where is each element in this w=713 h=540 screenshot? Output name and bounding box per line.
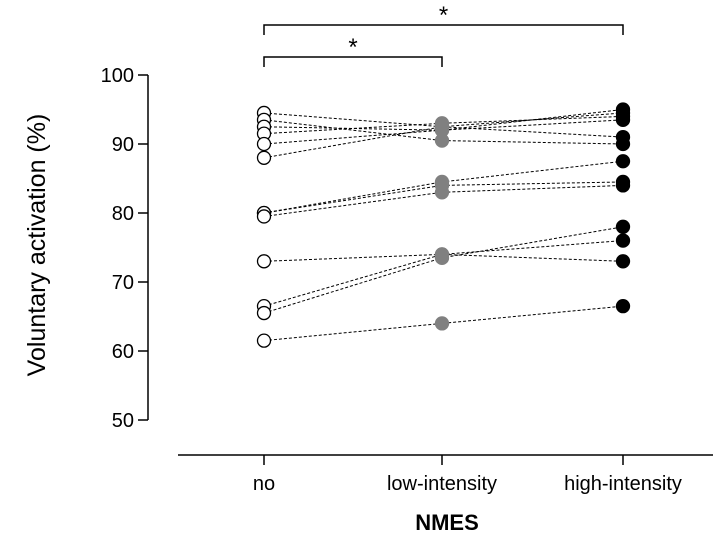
subject-line: [263, 226, 624, 314]
subject-line: [263, 184, 624, 217]
y-axis: 50 60 70 80 90 100: [101, 65, 149, 432]
y-tick-label: 100: [101, 65, 134, 87]
data-point: [256, 305, 272, 321]
data-point: [615, 154, 631, 169]
subject-line: [263, 305, 624, 342]
data-point: [615, 219, 631, 234]
data-point: [615, 254, 631, 269]
data-point: [256, 150, 272, 165]
x-tick-label: low-intensity: [387, 473, 497, 495]
data-point: [434, 316, 450, 331]
data-point: [256, 136, 272, 152]
x-axis-title: NMES: [415, 510, 479, 535]
data-point: [615, 178, 631, 193]
significance-bracket: [263, 56, 443, 67]
data-point: [615, 233, 631, 248]
y-tick-label: 50: [112, 410, 134, 432]
significance-bracket: [263, 24, 624, 35]
significance-star: *: [439, 2, 448, 29]
data-point: [256, 254, 272, 269]
significance-star: *: [348, 34, 357, 61]
data-point: [256, 209, 272, 224]
x-tick-label: high-intensity: [564, 473, 682, 495]
y-tick-label: 70: [112, 272, 134, 294]
y-axis-title: Voluntary activation (%): [23, 114, 51, 377]
data-point: [615, 298, 631, 314]
x-axis: no low-intensity high-intensity: [178, 454, 713, 495]
data-point: [615, 136, 631, 152]
data-point: [615, 105, 631, 121]
x-tick-label: no: [253, 473, 275, 495]
y-tick-label: 90: [112, 134, 134, 156]
significance-brackets: **: [263, 2, 624, 67]
data-point: [256, 333, 272, 348]
y-tick-label: 80: [112, 203, 134, 225]
y-tick-label: 60: [112, 341, 134, 363]
data-points: [256, 102, 631, 348]
data-point: [434, 185, 450, 200]
data-point: [434, 250, 450, 266]
data-point: [434, 119, 450, 134]
